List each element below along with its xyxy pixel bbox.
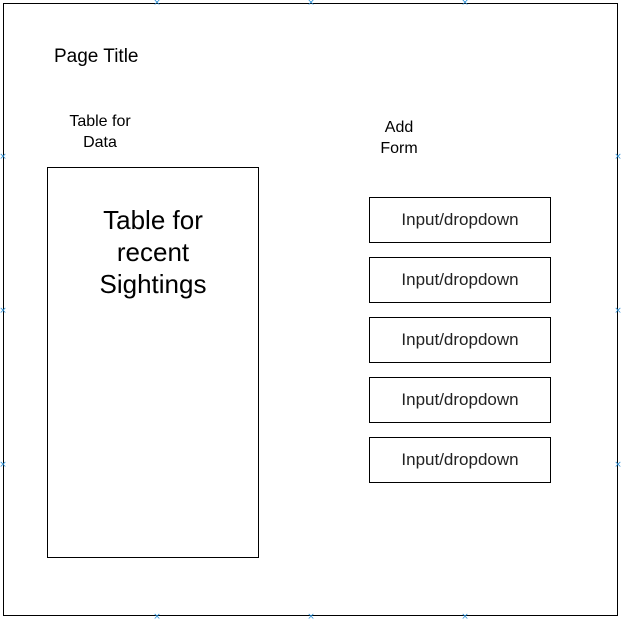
selection-handle-icon[interactable]: × xyxy=(307,612,315,622)
table-caption-line: Table for xyxy=(69,113,131,130)
table-label-line: Sightings xyxy=(99,269,207,299)
recent-sightings-table[interactable]: Table for recent Sightings xyxy=(47,167,259,558)
selection-handle-icon[interactable]: × xyxy=(614,152,622,162)
selection-handle-icon[interactable]: × xyxy=(0,460,7,470)
selection-handle-icon[interactable]: × xyxy=(0,306,7,316)
table-placeholder-label: Table for recent Sightings xyxy=(48,204,258,300)
selection-handle-icon[interactable]: × xyxy=(153,612,161,622)
form-input-3[interactable]: Input/dropdown xyxy=(369,317,551,363)
form-input-1[interactable]: Input/dropdown xyxy=(369,197,551,243)
page-frame xyxy=(3,3,618,616)
page-title: Page Title xyxy=(54,46,139,67)
selection-handle-icon[interactable]: × xyxy=(614,306,622,316)
selection-handle-icon[interactable]: × xyxy=(153,0,161,8)
form-caption: Add Form xyxy=(359,117,439,159)
table-label-line: Table for xyxy=(103,205,203,235)
selection-handle-icon[interactable]: × xyxy=(307,0,315,8)
selection-handle-icon[interactable]: × xyxy=(0,152,7,162)
table-label-line: recent xyxy=(116,237,190,267)
form-input-4[interactable]: Input/dropdown xyxy=(369,377,551,423)
form-input-5[interactable]: Input/dropdown xyxy=(369,437,551,483)
table-caption: Table for Data xyxy=(55,111,145,153)
form-caption-line: Add xyxy=(384,119,414,136)
table-caption-line: Data xyxy=(83,134,117,151)
form-caption-line: Form xyxy=(380,140,418,157)
selection-handle-icon[interactable]: × xyxy=(614,460,622,470)
form-input-2[interactable]: Input/dropdown xyxy=(369,257,551,303)
selection-handle-icon[interactable]: × xyxy=(461,0,469,8)
selection-handle-icon[interactable]: × xyxy=(461,612,469,622)
